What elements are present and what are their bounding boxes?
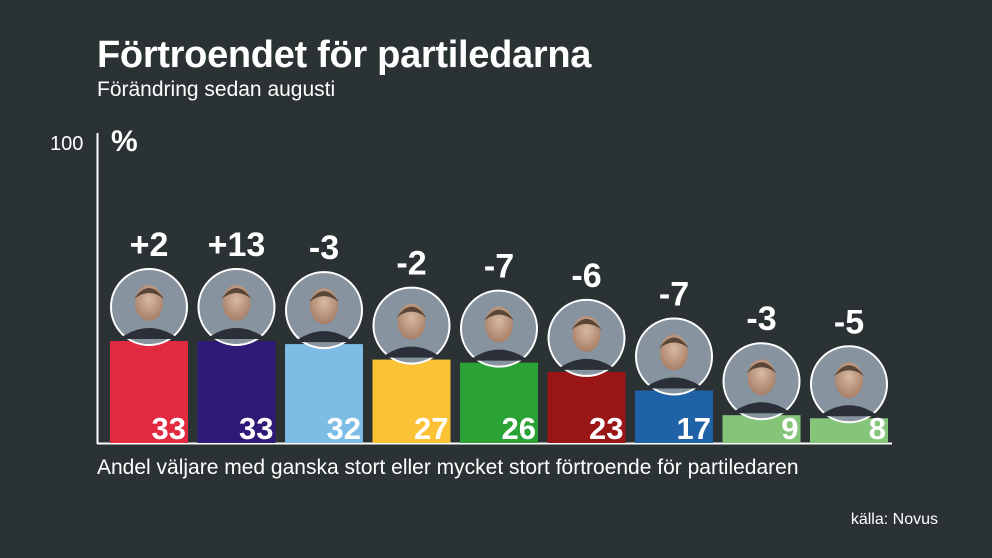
y-axis-unit-label: % bbox=[111, 125, 138, 158]
bar bbox=[197, 341, 276, 443]
portrait-shoulders bbox=[819, 405, 879, 417]
portrait-shoulders bbox=[381, 346, 442, 358]
portrait-hair bbox=[746, 362, 777, 374]
portrait-hair bbox=[659, 337, 689, 349]
portrait-shoulders bbox=[644, 377, 704, 389]
bar bbox=[547, 371, 626, 443]
bar-value-label: 33 bbox=[152, 411, 186, 446]
bar bbox=[372, 359, 451, 443]
chart-subtitle: Förändring sedan augusti bbox=[97, 78, 336, 101]
bar bbox=[635, 390, 713, 443]
leader-portrait bbox=[810, 345, 888, 424]
change-label: -3 bbox=[309, 229, 339, 267]
portrait-shoulders bbox=[206, 328, 267, 340]
source-label: källa: Novus bbox=[850, 511, 938, 528]
portrait-hair bbox=[134, 288, 164, 300]
portrait-hair bbox=[834, 365, 864, 377]
leader-portrait bbox=[372, 286, 451, 365]
bar-value-label: 9 bbox=[781, 411, 798, 446]
bar-value-label: 33 bbox=[239, 411, 273, 446]
bar bbox=[460, 362, 538, 443]
bar-value-label: 8 bbox=[869, 411, 886, 446]
portrait-shoulders bbox=[119, 328, 179, 340]
bar bbox=[110, 341, 188, 443]
portrait-shoulders bbox=[469, 349, 529, 361]
bar-value-label: 17 bbox=[677, 411, 711, 446]
change-label: -3 bbox=[746, 300, 776, 338]
portrait-hair bbox=[484, 309, 514, 321]
bar-value-label: 23 bbox=[589, 411, 623, 446]
change-label: -7 bbox=[659, 275, 689, 313]
leader-portrait bbox=[285, 271, 363, 350]
chart-title: Förtroendet för partiledarna bbox=[97, 34, 592, 76]
leader-portrait bbox=[110, 268, 188, 347]
bar-value-label: 26 bbox=[502, 411, 536, 446]
leader-portrait bbox=[722, 342, 801, 421]
portrait-hair bbox=[396, 306, 427, 318]
portrait-shoulders bbox=[556, 358, 617, 370]
leader-portrait bbox=[197, 268, 276, 347]
bar-value-label: 32 bbox=[327, 411, 361, 446]
portrait-shoulders bbox=[294, 331, 354, 343]
change-label: +13 bbox=[208, 226, 266, 264]
change-label: -2 bbox=[396, 245, 426, 283]
portrait-hair bbox=[571, 318, 602, 330]
bar bbox=[285, 344, 363, 443]
portrait-hair bbox=[221, 288, 252, 300]
portrait-shoulders bbox=[731, 402, 792, 414]
leader-portrait bbox=[460, 289, 538, 368]
change-label: +2 bbox=[130, 226, 169, 264]
change-label: -6 bbox=[571, 257, 601, 295]
chart-caption: Andel väljare med ganska stort eller myc… bbox=[97, 456, 799, 479]
portrait-hair bbox=[309, 291, 339, 303]
leader-portrait bbox=[547, 298, 626, 377]
change-label: -5 bbox=[834, 303, 864, 341]
bars-group: 33 +2 33 +13 32 -3 27 -2 26 -7 23 -6 17 -7 9 -3 8 -5 bbox=[110, 226, 888, 446]
bar-value-label: 27 bbox=[414, 411, 448, 446]
leader-portrait bbox=[635, 317, 713, 396]
change-label: -7 bbox=[484, 248, 514, 286]
y-axis-max-label: 100 bbox=[50, 133, 84, 155]
